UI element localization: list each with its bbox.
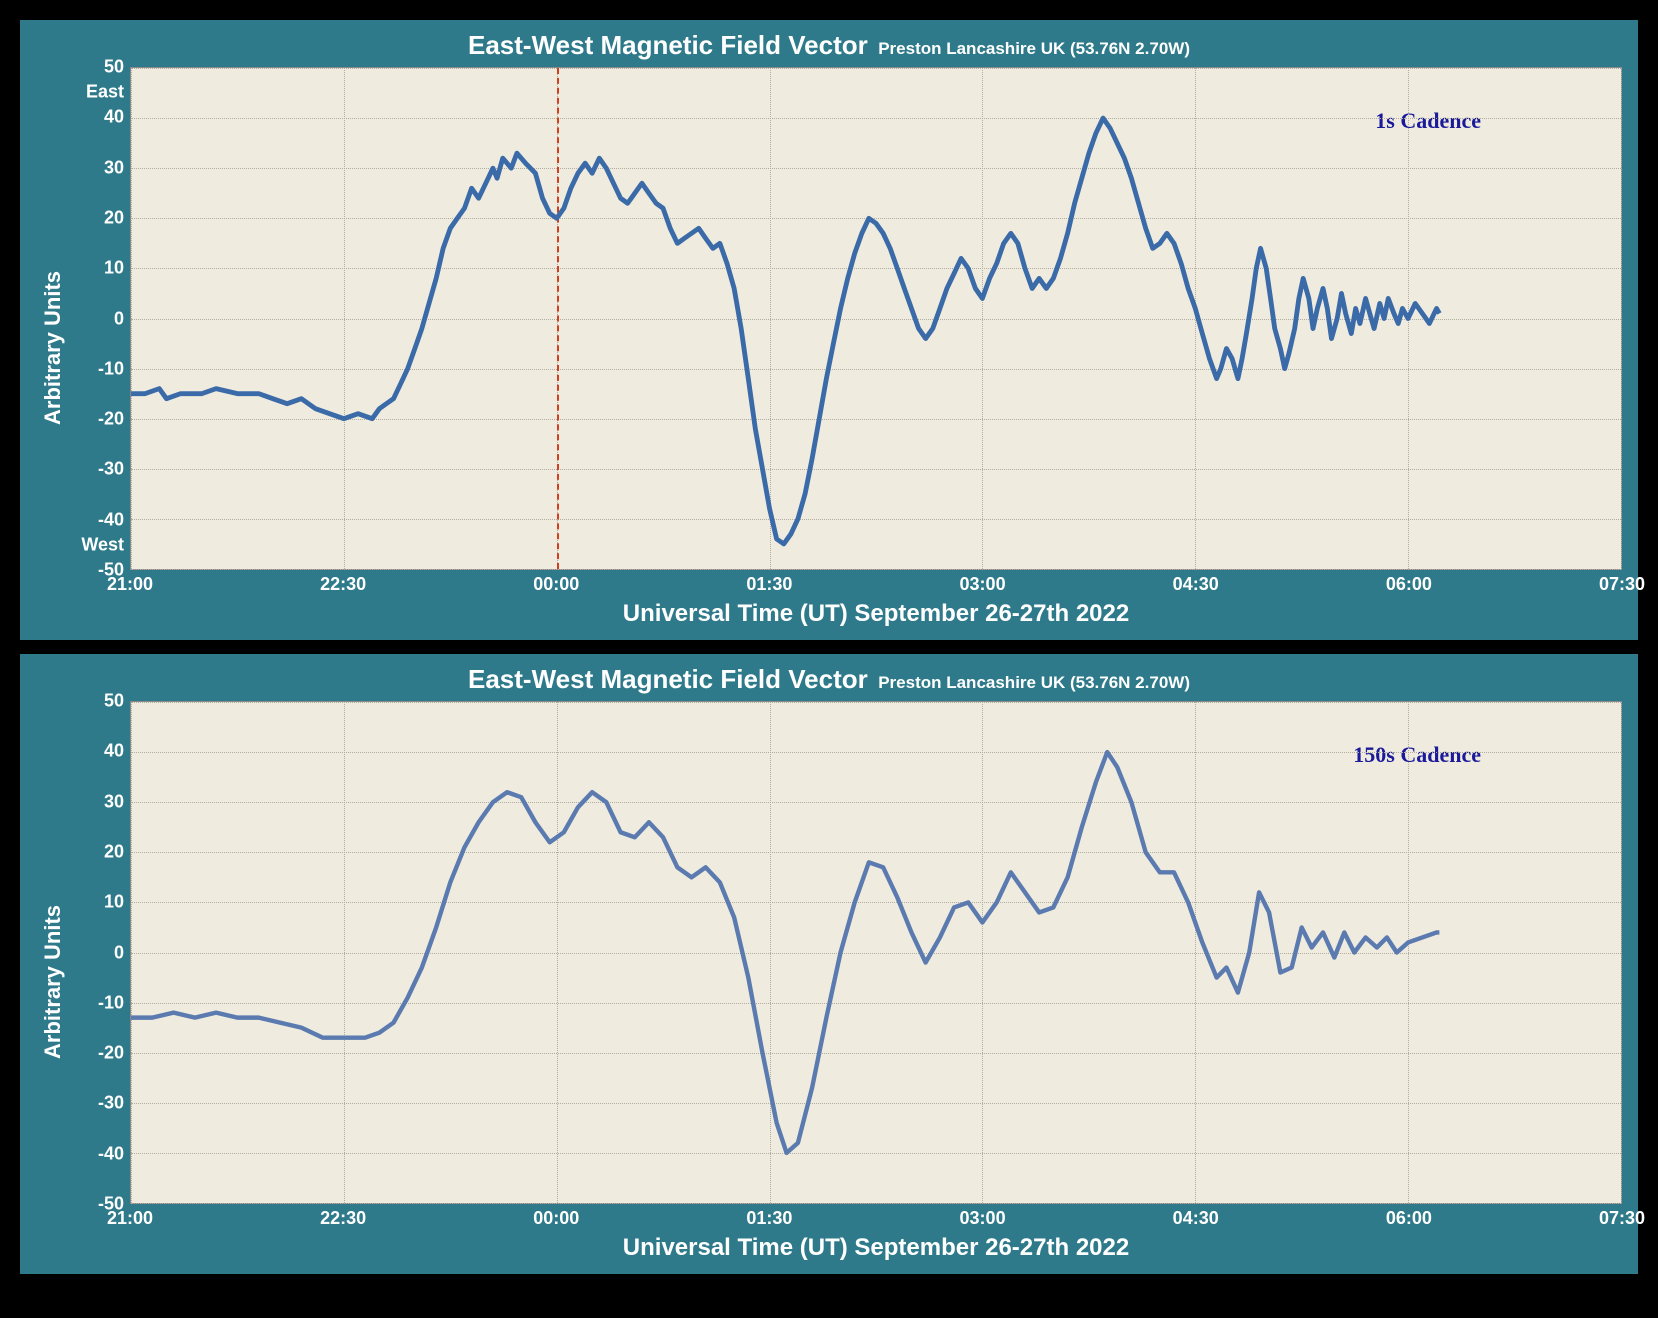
x-axis-label: Universal Time (UT) September 26-27th 20… (130, 1234, 1622, 1262)
x-tick: 06:00 (1386, 574, 1432, 595)
x-tick: 04:30 (1173, 574, 1219, 595)
y-ticks-bottom: -50-40-30-20-1001020304050 (70, 701, 130, 1204)
x-tick: 07:30 (1599, 1208, 1645, 1229)
x-ticks-bottom: 21:0022:3000:0001:3003:0004:3006:0007:30 (130, 1204, 1622, 1232)
chart-subtitle: Preston Lancashire UK (53.76N 2.70W) (878, 673, 1190, 692)
x-tick: 06:00 (1386, 1208, 1432, 1229)
y-axis-label: Arbitrary Units (36, 67, 70, 628)
x-axis-label: Universal Time (UT) September 26-27th 20… (130, 600, 1622, 628)
x-tick: 04:30 (1173, 1208, 1219, 1229)
gridline-v (1621, 702, 1622, 1203)
direction-label-west: West (81, 534, 124, 555)
y-tick: -30 (98, 459, 124, 480)
y-tick: 40 (104, 107, 124, 128)
title-row: East-West Magnetic Field Vector Preston … (36, 30, 1622, 61)
title-row: East-West Magnetic Field Vector Preston … (36, 664, 1622, 695)
y-tick: 50 (104, 57, 124, 78)
series-svg (131, 702, 1621, 1203)
x-tick: 03:00 (960, 1208, 1006, 1229)
y-tick: -10 (98, 358, 124, 379)
x-tick: 00:00 (533, 574, 579, 595)
plot-area-top: 1s Cadence (130, 67, 1622, 570)
y-tick: -40 (98, 1143, 124, 1164)
chart-body: Arbitrary Units -50-40-30-20-10010203040… (36, 701, 1622, 1262)
y-tick: 50 (104, 691, 124, 712)
y-tick: -30 (98, 1093, 124, 1114)
y-tick: 10 (104, 892, 124, 913)
x-ticks-top: 21:0022:3000:0001:3003:0004:3006:0007:30 (130, 570, 1622, 598)
x-tick: 03:00 (960, 574, 1006, 595)
series-line (131, 118, 1439, 544)
chart-title: East-West Magnetic Field Vector (468, 664, 868, 694)
x-tick: 00:00 (533, 1208, 579, 1229)
chart-body: Arbitrary Units -50-40-30-20-10010203040… (36, 67, 1622, 628)
y-tick: -20 (98, 409, 124, 430)
y-tick: 0 (114, 308, 124, 329)
y-tick: 20 (104, 207, 124, 228)
y-tick: -10 (98, 992, 124, 1013)
series-line (131, 752, 1439, 1153)
plot-area-bottom: 150s Cadence (130, 701, 1622, 1204)
chart-panel-bottom: East-West Magnetic Field Vector Preston … (20, 654, 1638, 1274)
y-tick: -40 (98, 509, 124, 530)
direction-label-east: East (86, 82, 124, 103)
y-tick: 30 (104, 157, 124, 178)
series-svg (131, 68, 1621, 569)
y-tick: 30 (104, 791, 124, 812)
y-axis-label: Arbitrary Units (36, 701, 70, 1262)
x-tick: 01:30 (746, 1208, 792, 1229)
x-tick: 21:00 (107, 1208, 153, 1229)
y-tick: 40 (104, 741, 124, 762)
y-ticks-top: -50-40-30-20-1001020304050EastWest (70, 67, 130, 570)
chart-panel-top: East-West Magnetic Field Vector Preston … (20, 20, 1638, 640)
x-tick: 22:30 (320, 574, 366, 595)
x-tick: 01:30 (746, 574, 792, 595)
chart-title: East-West Magnetic Field Vector (468, 30, 868, 60)
gridline-v (1621, 68, 1622, 569)
y-tick: 10 (104, 258, 124, 279)
x-tick: 21:00 (107, 574, 153, 595)
x-tick: 22:30 (320, 1208, 366, 1229)
y-tick: 20 (104, 841, 124, 862)
y-tick: -20 (98, 1043, 124, 1064)
y-tick: 0 (114, 942, 124, 963)
chart-subtitle: Preston Lancashire UK (53.76N 2.70W) (878, 39, 1190, 58)
x-tick: 07:30 (1599, 574, 1645, 595)
